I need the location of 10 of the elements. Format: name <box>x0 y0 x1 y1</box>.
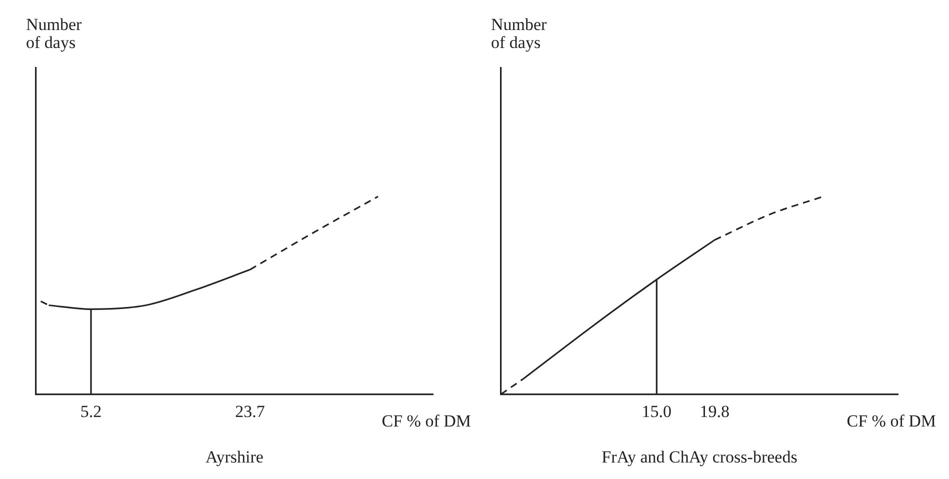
x-tick-label: 19.8 <box>700 402 730 421</box>
x-tick-label: 5.2 <box>80 402 102 421</box>
text: FrAy and ChAy cross-breeds <box>602 447 798 466</box>
x-tick-label: 23.7 <box>235 402 266 421</box>
x-axis-title: CF % of DM <box>846 412 936 431</box>
x-tick-label: 15.0 <box>642 402 672 421</box>
y-axis-title: Number of days <box>491 15 547 52</box>
text: Ayrshire <box>206 447 264 466</box>
x-axis-title: CF % of DM <box>382 412 471 431</box>
y-axis-title: Number of days <box>26 15 82 52</box>
